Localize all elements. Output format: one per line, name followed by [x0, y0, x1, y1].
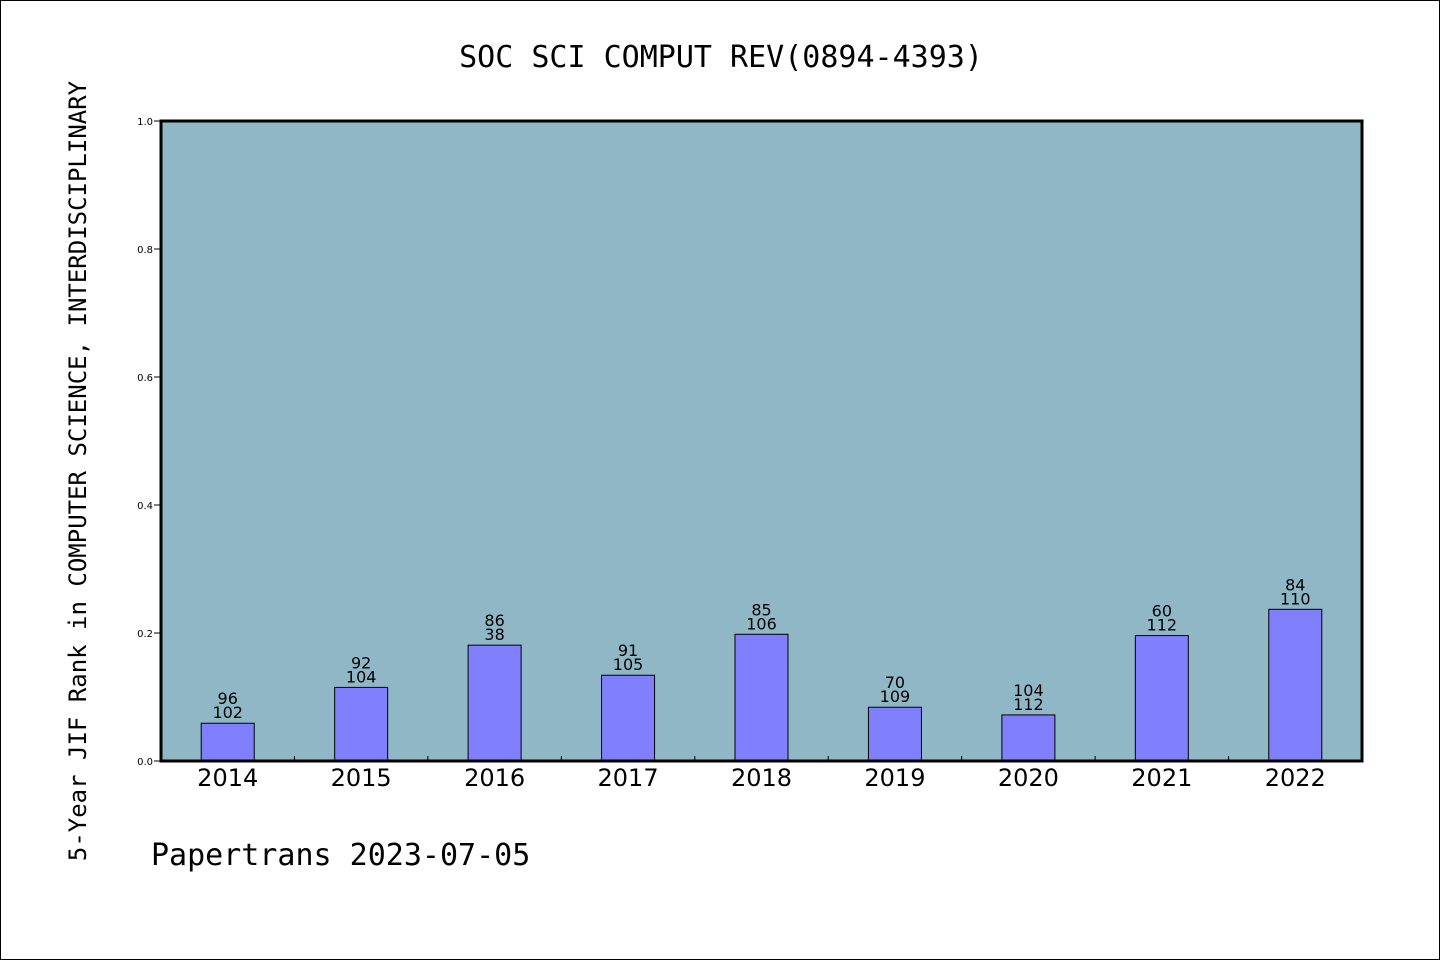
- y-tick-label: 0.2: [137, 629, 153, 640]
- bar-2014: [200, 722, 255, 762]
- bar-rank-label: 104: [1013, 681, 1044, 700]
- bar-2022: [1268, 608, 1323, 762]
- bar-rank-label: 70: [885, 673, 905, 692]
- y-axis: 0.0 0.2 0.4 0.6 0.8 1.0: [137, 117, 161, 768]
- y-tick-label: 0.0: [137, 757, 153, 768]
- y-tick-label: 0.6: [137, 373, 153, 384]
- bar-total-label: 104: [346, 667, 377, 686]
- x-tick-label: 2019: [864, 764, 925, 792]
- bar-rank-label: 96: [218, 689, 238, 708]
- bar-rank-label: 85: [751, 600, 771, 619]
- y-tick-label: 0.4: [137, 501, 153, 512]
- bar-2015: [334, 686, 389, 762]
- x-tick-label: 2015: [331, 764, 392, 792]
- bar-total-label: 112: [1013, 695, 1044, 714]
- x-tick-label: 2014: [197, 764, 258, 792]
- bar-total-label: 105: [613, 655, 644, 674]
- bar-2020: [1001, 714, 1056, 762]
- bar-rank-label: 91: [618, 641, 638, 660]
- bar-2018: [734, 633, 789, 762]
- bar-rank-label: 86: [484, 611, 504, 630]
- x-tick-label: 2016: [464, 764, 525, 792]
- x-tick-label: 2020: [998, 764, 1059, 792]
- x-tick-label: 2021: [1131, 764, 1192, 792]
- bar-total-label: 112: [1147, 616, 1178, 635]
- bar-rank-label: 60: [1152, 602, 1172, 621]
- y-axis-label: 5-Year JIF Rank in COMPUTER SCIENCE, INT…: [64, 80, 92, 861]
- bar-rank-label: 84: [1285, 575, 1305, 594]
- bar-2016: [467, 644, 522, 762]
- chart-title: SOC SCI COMPUT REV(0894-4393): [459, 40, 983, 75]
- x-tick-label: 2018: [731, 764, 792, 792]
- bar-total-label: 38: [484, 625, 504, 644]
- bar-2017: [601, 674, 656, 762]
- bar-total-label: 109: [880, 687, 911, 706]
- bar-2019: [867, 706, 922, 762]
- bar-rank-label: 92: [351, 653, 371, 672]
- y-tick-label: 1.0: [137, 117, 153, 128]
- x-axis: 2014 2015 2016 2017 2018 2019 2020 2021 2022: [197, 756, 1326, 792]
- y-tick-label: 0.8: [137, 245, 153, 256]
- x-tick-label: 2017: [598, 764, 659, 792]
- bar-total-label: 102: [212, 703, 243, 722]
- bar-2021: [1134, 635, 1189, 762]
- plot-border: [159, 119, 1364, 763]
- bar-total-label: 106: [746, 614, 777, 633]
- x-tick-label: 2022: [1265, 764, 1326, 792]
- bar-total-label: 110: [1280, 589, 1311, 608]
- footer-credit: Papertrans 2023-07-05: [151, 838, 530, 873]
